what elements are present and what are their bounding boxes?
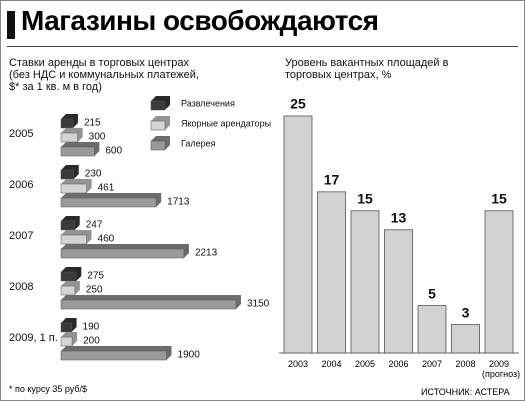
x-tick-label: 2004 bbox=[321, 359, 342, 369]
value-label: 2213 bbox=[195, 248, 218, 259]
value-label: 1900 bbox=[178, 350, 201, 361]
value-label: 13 bbox=[391, 209, 407, 225]
value-label: 5 bbox=[428, 285, 436, 301]
category-label: 2009, 1 п. bbox=[9, 332, 58, 344]
title: Магазины освобождаются bbox=[21, 5, 379, 36]
bar bbox=[60, 350, 167, 361]
legend-label: Якорные арендаторы bbox=[181, 118, 271, 128]
value-label: 460 bbox=[98, 234, 115, 245]
bar bbox=[60, 299, 237, 310]
bar bbox=[451, 324, 480, 354]
bar bbox=[350, 210, 380, 354]
legend-swatch bbox=[150, 100, 166, 111]
value-label: 15 bbox=[357, 191, 373, 207]
value-label: 461 bbox=[98, 183, 115, 194]
x-tick-label: 2009 (прогноз) bbox=[482, 359, 521, 379]
x-tick-label: 2007 bbox=[421, 359, 443, 369]
value-label: 1713 bbox=[167, 197, 190, 208]
right-chart-title: Уровень вакантных площадей в торговых це… bbox=[285, 57, 449, 81]
bar bbox=[60, 132, 78, 143]
legend-label: Развлечения bbox=[181, 98, 235, 108]
bar bbox=[60, 197, 157, 208]
value-label: 3150 bbox=[247, 299, 270, 310]
bar bbox=[60, 169, 75, 180]
value-label: 17 bbox=[324, 172, 340, 188]
category-label: 2005 bbox=[9, 128, 33, 140]
bar bbox=[60, 146, 95, 157]
value-label: 215 bbox=[84, 118, 101, 129]
x-tick-label: 2005 bbox=[354, 359, 376, 369]
value-label: 3 bbox=[462, 304, 470, 320]
value-label: 15 bbox=[491, 191, 507, 207]
x-tick-label: 2008 bbox=[455, 359, 476, 369]
value-label: 250 bbox=[86, 285, 103, 296]
category-label: 2008 bbox=[9, 281, 33, 293]
x-tick-label: 2003 bbox=[287, 359, 309, 369]
bar bbox=[60, 234, 87, 245]
title-block bbox=[7, 11, 15, 39]
value-label: 200 bbox=[83, 336, 100, 347]
bar bbox=[60, 118, 74, 129]
category-label: 2006 bbox=[9, 179, 33, 191]
bar bbox=[60, 271, 77, 282]
value-label: 230 bbox=[85, 169, 102, 180]
bar bbox=[317, 191, 346, 354]
legend-swatch bbox=[150, 140, 166, 151]
bar bbox=[384, 229, 413, 354]
bar bbox=[60, 285, 76, 296]
divider bbox=[7, 46, 518, 47]
bar bbox=[60, 183, 87, 194]
value-label: 247 bbox=[86, 220, 103, 231]
value-label: 275 bbox=[87, 271, 104, 282]
footnote: * по курсу 35 руб/$ bbox=[9, 384, 88, 394]
left-chart-title: Ставки аренды в торговых центрах (без НД… bbox=[9, 57, 199, 93]
value-label: 190 bbox=[83, 322, 100, 333]
bar bbox=[60, 248, 185, 259]
x-tick-label: 2006 bbox=[388, 359, 409, 369]
bar bbox=[60, 322, 72, 333]
bar bbox=[283, 115, 313, 354]
legend-label: Галерея bbox=[181, 138, 216, 148]
source: ИСТОЧНИК: АСТЕРА bbox=[421, 387, 510, 397]
value-label: 25 bbox=[290, 96, 306, 112]
legend-swatch bbox=[150, 120, 166, 131]
bar bbox=[60, 220, 75, 231]
bar bbox=[60, 336, 73, 347]
value-label: 600 bbox=[105, 146, 122, 157]
bar bbox=[484, 210, 514, 354]
value-label: 300 bbox=[89, 132, 106, 143]
category-label: 2007 bbox=[9, 230, 33, 242]
bar bbox=[417, 305, 447, 354]
